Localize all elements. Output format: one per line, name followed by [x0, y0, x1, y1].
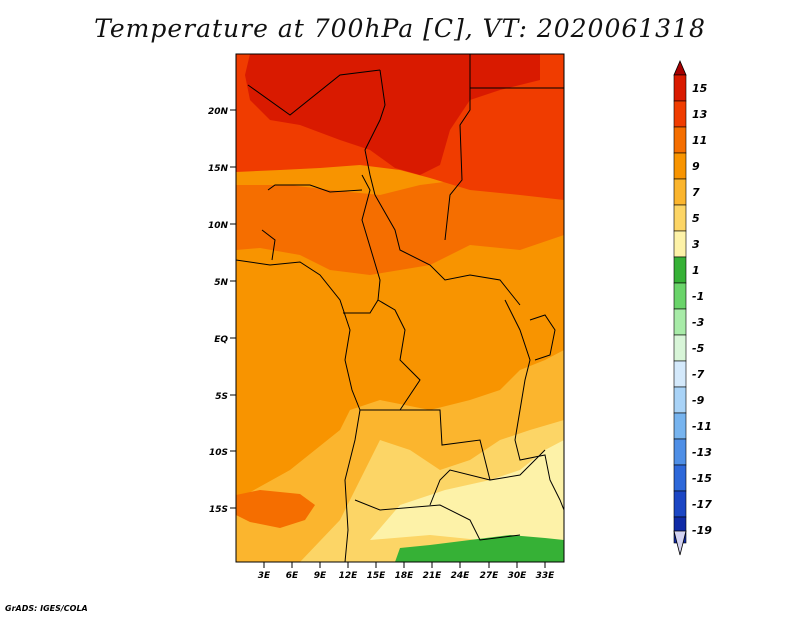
map-frame [235, 53, 565, 563]
lat-label: 10N [208, 221, 229, 231]
lon-label: 15E [367, 571, 387, 581]
lon-label: 30E [508, 571, 528, 581]
colorbar-cell [673, 412, 687, 440]
lat-label: EQ [214, 335, 228, 345]
credit-text: GrADS: IGES/COLA [5, 604, 88, 613]
colorbar-cell [673, 308, 687, 336]
lon-label: 21E [423, 571, 443, 581]
colorbar: 15 13 11 9 7 5 3 1 -1 -3 -5 -7 -9 -11 -1… [673, 59, 712, 556]
colorbar-label: -7 [692, 368, 705, 381]
colorbar-cell [673, 360, 687, 388]
colorbar-label: 7 [692, 186, 700, 199]
lat-label: 15S [209, 505, 228, 515]
colorbar-cell [673, 100, 687, 128]
colorbar-label: 9 [692, 160, 700, 173]
colorbar-label: 13 [692, 108, 708, 121]
chart-title: Temperature at 700hPa [C], VT: 202006131… [94, 14, 706, 43]
colorbar-label: -19 [692, 524, 712, 537]
lat-axis: 20N 15N 10N 5N EQ 5S 10S 15S [208, 107, 236, 515]
colorbar-label: -11 [692, 420, 712, 433]
colorbar-cell [673, 256, 687, 284]
lat-label: 20N [208, 107, 229, 117]
lon-label: 3E [258, 571, 271, 581]
lon-label: 9E [314, 571, 327, 581]
colorbar-label: -17 [692, 498, 712, 511]
lon-label: 6E [286, 571, 299, 581]
colorbar-cells [673, 74, 687, 544]
colorbar-label: 3 [692, 238, 700, 251]
colorbar-cell [673, 74, 687, 102]
colorbar-label: -3 [692, 316, 705, 329]
colorbar-label: -9 [692, 394, 705, 407]
shade-11-13 [236, 175, 564, 275]
shade-3-5 [370, 440, 564, 548]
lat-label: 10S [209, 448, 228, 458]
shade-1-3 [395, 535, 564, 562]
colorbar-cell [673, 490, 687, 518]
lon-axis: 3E 6E 9E 12E 15E 18E 21E 24E 27E 30E 33E [258, 562, 555, 581]
colorbar-cell [673, 386, 687, 414]
colorbar-cell [673, 464, 687, 492]
colorbar-label: -5 [692, 342, 705, 355]
colorbar-label: -15 [692, 472, 712, 485]
shade-15-plus [245, 54, 540, 175]
colorbar-label: 15 [692, 82, 708, 95]
lon-label: 24E [451, 571, 471, 581]
colorbar-label: 5 [692, 212, 700, 225]
colorbar-bottom-triangle [673, 530, 687, 556]
colorbar-cell [673, 230, 687, 258]
lat-label: 15N [208, 164, 229, 174]
colorbar-cell [673, 204, 687, 232]
colorbar-cell [673, 178, 687, 206]
lon-label: 12E [339, 571, 359, 581]
borders [236, 54, 564, 562]
colorbar-cell [673, 282, 687, 310]
colorbar-label: -1 [692, 290, 704, 303]
colorbar-cell [673, 152, 687, 180]
shade-11-13-sw [236, 490, 315, 528]
colorbar-top-triangle [673, 59, 687, 76]
map-panel [236, 54, 564, 562]
colorbar-label: 1 [692, 264, 700, 277]
lat-label: 5N [214, 278, 228, 288]
colorbar-label: 11 [692, 134, 707, 147]
colorbar-cell [673, 438, 687, 466]
lon-label: 27E [480, 571, 500, 581]
colorbar-cell [673, 334, 687, 362]
lon-label: 18E [395, 571, 415, 581]
colorbar-label: -13 [692, 446, 712, 459]
lat-label: 5S [215, 392, 228, 402]
lon-label: 33E [536, 571, 556, 581]
colorbar-cell [673, 126, 687, 154]
